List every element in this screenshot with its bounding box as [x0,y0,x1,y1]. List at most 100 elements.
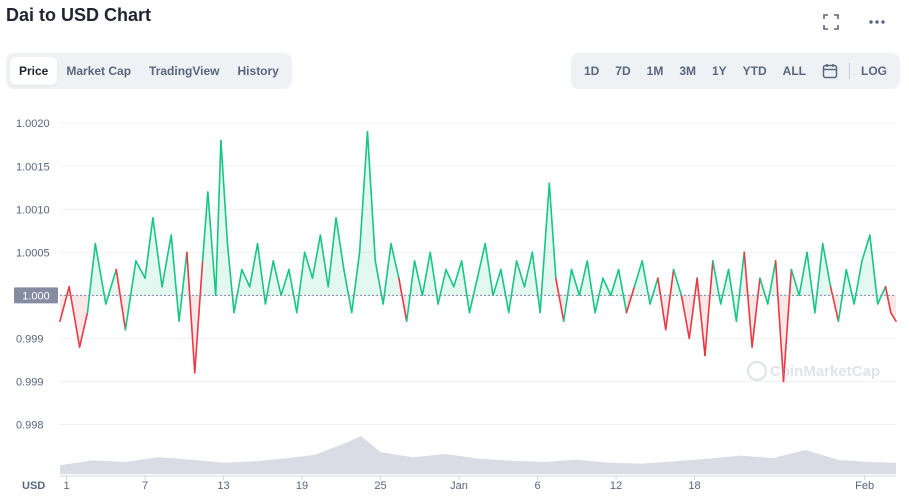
range-1d[interactable]: 1D [583,64,600,78]
y-tick-label: 0.998 [16,419,44,431]
calendar-icon[interactable] [814,57,846,85]
price-line-down [78,311,89,348]
range-7d[interactable]: 7D [615,64,631,78]
y-tick-label: 0.999 [16,376,44,388]
range-ytd[interactable]: YTD [742,64,767,78]
price-line-down [829,285,840,322]
price-line-up [649,277,659,305]
price-line-up [798,251,808,297]
area-segment [390,243,399,296]
tab-market-cap[interactable]: Market Cap [66,64,132,78]
price-line-up [672,268,683,297]
area-segment [135,260,146,296]
area-segment [241,269,250,296]
tab-tradingview[interactable]: TradingView [149,64,220,78]
price-line-up [641,260,651,305]
price-line-up [104,268,118,305]
price-line-down [625,285,636,314]
price-line-up [609,268,620,297]
area-segment [890,295,896,322]
price-line-up [256,242,267,305]
price-line-up [233,268,243,314]
price-line-down [889,311,897,322]
range-3m[interactable]: 3M [679,64,696,78]
price-line-up [207,191,217,297]
price-line-up [602,277,612,297]
price-line-up [437,268,447,305]
price-line-up [531,251,541,314]
price-line-up [94,242,107,305]
price-line-up [586,260,596,314]
tab-history[interactable]: History [237,64,279,78]
price-line-down [68,285,81,348]
price-line-up [152,217,163,288]
y-tick-label: 0.999 [16,333,44,345]
area-segment [304,252,313,296]
expand-icon[interactable] [821,12,841,32]
area-segment [445,269,454,296]
price-line-up [445,268,455,288]
coinmarketcap-logo-icon [746,360,768,382]
price-line-up [296,251,306,314]
price-line-up [507,260,518,314]
x-tick-label: 1 [63,480,69,492]
range-1y[interactable]: 1Y [711,64,727,78]
price-line-up [460,260,471,314]
price-line-down [398,277,408,322]
price-line-up [759,277,769,305]
price-line-up [562,268,573,322]
price-line-up [272,260,282,297]
price-line-up [335,217,345,271]
volume-area [60,436,896,474]
area-segment [220,140,228,296]
price-line-down [743,251,753,348]
tab-price[interactable]: Price [10,57,58,85]
x-tick-label: 6 [534,480,540,492]
price-line-up [374,260,384,305]
x-tick-label: 12 [610,480,622,492]
price-line-up [86,242,97,314]
y-tick-label: 1.0015 [16,161,50,173]
price-line-up [343,268,353,314]
price-line-up [319,234,330,288]
price-line-down [193,260,204,374]
price-line-up [735,251,746,322]
price-line-up [124,260,137,331]
page-title: Dai to USD Chart [6,5,152,25]
price-line-up [350,251,361,314]
range-all[interactable]: ALL [782,64,806,78]
price-line-up [633,260,643,288]
price-line-down [664,268,675,331]
price-line-up [617,268,628,314]
log-scale-toggle[interactable]: LOG [861,64,887,78]
currency-label: USD [22,480,45,492]
range-1m[interactable]: 1M [646,64,664,78]
price-line-down [186,251,196,374]
area-segment [79,295,88,348]
price-line-down [59,285,70,322]
price-line-up [594,277,604,314]
watermark: CoinMarketCap [746,360,880,382]
price-line-up [421,251,432,297]
y-tick-label: 1.0010 [16,204,50,216]
price-line-up [226,242,235,314]
price-line-up [861,234,871,262]
reference-badge [14,287,58,304]
price-line-up [539,182,551,314]
price-chart[interactable]: 1.00201.00151.00101.00051.00000.9990.999… [0,96,909,503]
more-horizontal-icon[interactable] [867,12,887,32]
price-line-up [869,234,879,305]
price-line-up [837,268,848,322]
x-tick-label: 7 [142,480,148,492]
x-tick-label: Jan [450,480,468,492]
price-line-up [327,217,337,288]
price-line-down [696,277,706,357]
price-line-up [413,260,424,297]
price-line-up [578,260,589,297]
price-line-up [264,260,275,305]
price-line-up [452,260,463,288]
reference-label: 1.000 [22,290,50,302]
price-line-up [358,131,369,254]
price-line-up [201,191,209,262]
price-line-down [884,285,892,314]
